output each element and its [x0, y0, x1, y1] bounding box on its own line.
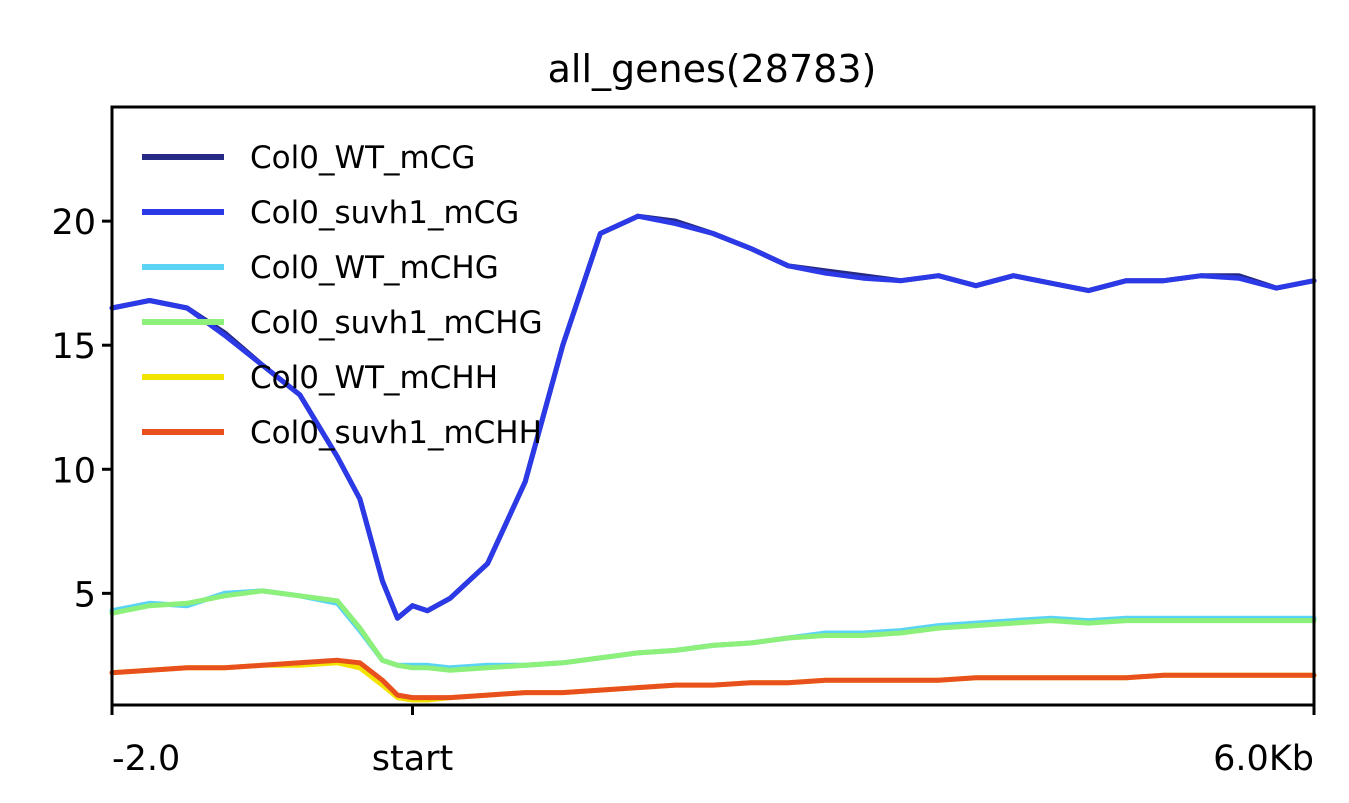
axes: 5 10 15 20 -2.0 start 6.0Kb — [51, 203, 1316, 779]
legend-item-col0-wt-mchh: Col0_WT_mCHH — [142, 360, 498, 396]
legend-item-col0-wt-mcg: Col0_WT_mCG — [142, 140, 475, 176]
series-line-col0-wt-mchg — [109, 588, 1317, 671]
series-line-col0-suvh1-mchg — [109, 588, 1317, 673]
y-tick-label: 15 — [51, 327, 96, 367]
legend-item-col0-suvh1-mchg: Col0_suvh1_mCHG — [142, 305, 543, 341]
legend-item-col0-wt-mchg: Col0_WT_mCHG — [142, 250, 499, 286]
chart-title: all_genes(28783) — [548, 47, 877, 91]
x-tick-label: start — [372, 739, 454, 779]
y-tick-label: 5 — [74, 575, 96, 615]
x-tick-label: 6.0Kb — [1213, 739, 1314, 779]
legend-item-col0-suvh1-mchh: Col0_suvh1_mCHH — [142, 415, 542, 451]
legend-label: Col0_suvh1_mCHG — [250, 305, 543, 341]
legend: Col0_WT_mCG Col0_suvh1_mCG Col0_WT_mCHG Col… — [142, 140, 543, 451]
legend-label: Col0_suvh1_mCHH — [250, 415, 542, 451]
series-line-col0-suvh1-mchh — [109, 657, 1317, 701]
series-line-col0-suvh1-mcg — [109, 213, 1317, 621]
plot-frame — [110, 105, 1316, 707]
x-tick-label: -2.0 — [112, 739, 180, 779]
y-tick-label: 20 — [51, 203, 96, 243]
y-tick-label: 10 — [51, 451, 96, 491]
legend-label: Col0_WT_mCG — [250, 140, 475, 176]
series-line-col0-wt-mchh — [109, 660, 1317, 703]
legend-label: Col0_suvh1_mCG — [250, 195, 519, 231]
plot-area — [109, 213, 1317, 703]
legend-item-col0-suvh1-mcg: Col0_suvh1_mCG — [142, 195, 519, 231]
legend-label: Col0_WT_mCHG — [250, 250, 499, 286]
legend-label: Col0_WT_mCHH — [250, 360, 498, 396]
